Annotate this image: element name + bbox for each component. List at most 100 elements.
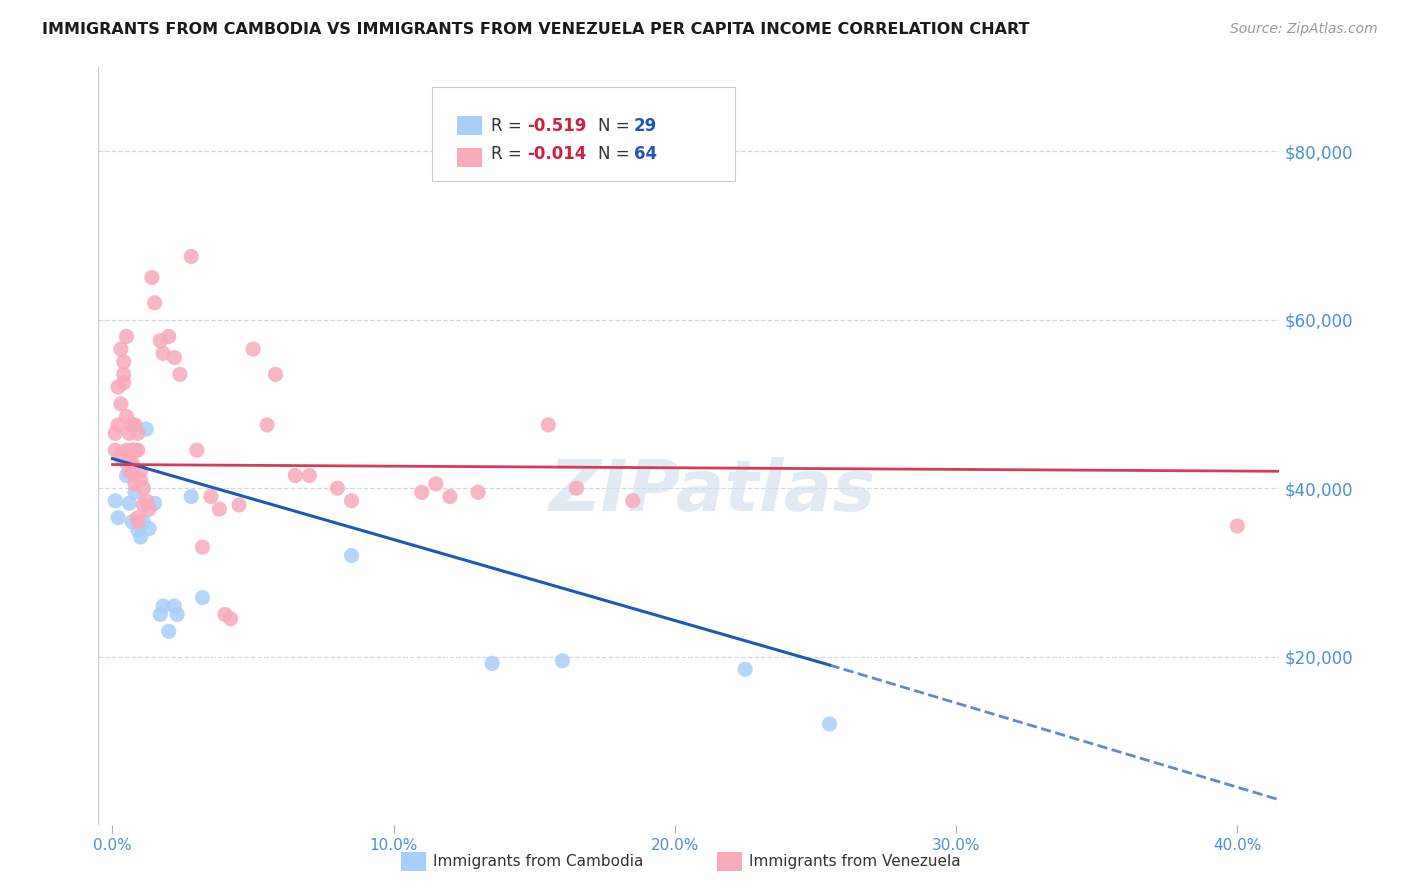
- Point: [129, 530, 152, 544]
- Point: [104, 443, 127, 458]
- Point: [411, 485, 433, 500]
- Point: [110, 397, 132, 411]
- Point: [118, 451, 141, 466]
- Point: [107, 510, 129, 524]
- Point: [208, 502, 231, 516]
- Point: [256, 417, 278, 432]
- Point: [127, 515, 149, 529]
- Point: [132, 515, 155, 529]
- Point: [129, 464, 152, 478]
- Point: [157, 624, 180, 639]
- Point: [264, 368, 287, 382]
- Text: -0.519: -0.519: [527, 117, 586, 135]
- Point: [112, 355, 135, 369]
- Point: [169, 368, 191, 382]
- Point: [107, 380, 129, 394]
- Point: [138, 502, 160, 516]
- Point: [135, 493, 157, 508]
- Point: [565, 481, 588, 495]
- Point: [818, 717, 841, 731]
- Point: [132, 498, 155, 512]
- Point: [107, 417, 129, 432]
- Point: [115, 456, 138, 470]
- Point: [152, 346, 174, 360]
- Point: [439, 490, 461, 504]
- Point: [163, 599, 186, 613]
- Point: [326, 481, 349, 495]
- Text: ZIPatlas: ZIPatlas: [548, 457, 876, 526]
- Point: [186, 443, 208, 458]
- Point: [149, 607, 172, 622]
- Text: R =: R =: [491, 117, 527, 135]
- Text: IMMIGRANTS FROM CAMBODIA VS IMMIGRANTS FROM VENEZUELA PER CAPITA INCOME CORRELAT: IMMIGRANTS FROM CAMBODIA VS IMMIGRANTS F…: [42, 22, 1029, 37]
- Point: [104, 426, 127, 441]
- Point: [121, 443, 143, 458]
- Text: N =: N =: [598, 145, 634, 163]
- Point: [135, 422, 157, 436]
- Text: -0.014: -0.014: [527, 145, 586, 163]
- Point: [118, 426, 141, 441]
- Point: [180, 249, 202, 264]
- Point: [121, 466, 143, 480]
- Point: [1226, 519, 1249, 533]
- Point: [143, 496, 166, 510]
- Point: [143, 295, 166, 310]
- Point: [112, 376, 135, 390]
- Point: [214, 607, 236, 622]
- Point: [163, 351, 186, 365]
- Point: [121, 417, 143, 432]
- Point: [141, 270, 163, 285]
- Point: [127, 523, 149, 537]
- Text: 64: 64: [634, 145, 657, 163]
- Point: [191, 540, 214, 554]
- Point: [152, 599, 174, 613]
- Point: [124, 468, 146, 483]
- Point: [124, 476, 146, 491]
- Point: [118, 496, 141, 510]
- Point: [121, 460, 143, 475]
- Point: [129, 473, 152, 487]
- Point: [121, 515, 143, 529]
- Point: [298, 468, 321, 483]
- Point: [115, 409, 138, 424]
- Point: [219, 612, 242, 626]
- Point: [481, 657, 503, 671]
- Point: [551, 654, 574, 668]
- Point: [284, 468, 307, 483]
- Point: [124, 485, 146, 500]
- Point: [104, 493, 127, 508]
- Text: 29: 29: [634, 117, 658, 135]
- Point: [124, 417, 146, 432]
- Point: [127, 426, 149, 441]
- Point: [138, 522, 160, 536]
- Point: [112, 447, 135, 461]
- Text: N =: N =: [598, 117, 634, 135]
- Text: R =: R =: [491, 145, 527, 163]
- Point: [467, 485, 489, 500]
- Point: [132, 481, 155, 495]
- Point: [340, 549, 363, 563]
- Point: [340, 493, 363, 508]
- Point: [621, 493, 644, 508]
- Text: Immigrants from Venezuela: Immigrants from Venezuela: [749, 855, 962, 869]
- Point: [115, 443, 138, 458]
- Text: Immigrants from Cambodia: Immigrants from Cambodia: [433, 855, 644, 869]
- Point: [127, 443, 149, 458]
- Text: Source: ZipAtlas.com: Source: ZipAtlas.com: [1230, 22, 1378, 37]
- Point: [115, 329, 138, 343]
- Point: [127, 510, 149, 524]
- Point: [425, 476, 447, 491]
- Point: [118, 449, 141, 463]
- Point: [200, 490, 222, 504]
- Point: [166, 607, 188, 622]
- Point: [149, 334, 172, 348]
- Point: [118, 464, 141, 478]
- Point: [110, 342, 132, 356]
- Point: [180, 490, 202, 504]
- Point: [191, 591, 214, 605]
- Point: [228, 498, 250, 512]
- Point: [124, 443, 146, 458]
- Point: [121, 456, 143, 470]
- Point: [242, 342, 264, 356]
- Point: [110, 451, 132, 466]
